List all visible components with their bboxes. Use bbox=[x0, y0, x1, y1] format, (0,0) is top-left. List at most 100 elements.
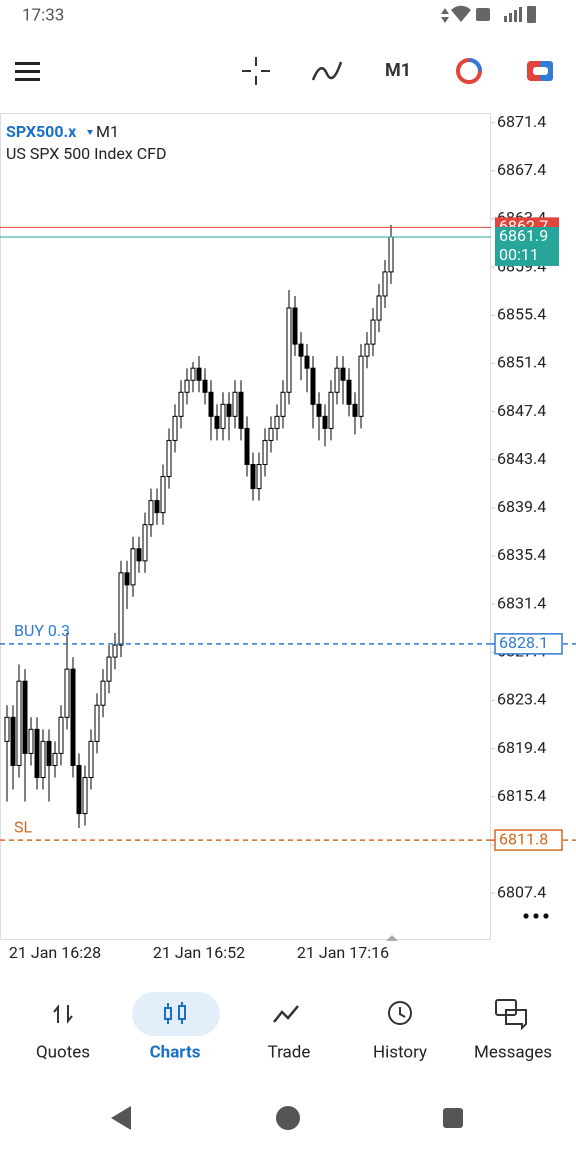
candle-body bbox=[340, 367, 346, 381]
candle-body bbox=[160, 476, 166, 514]
candle-body bbox=[58, 716, 64, 754]
candle-body bbox=[244, 427, 250, 466]
indicators-button[interactable] bbox=[311, 61, 343, 81]
nav-tab[interactable]: Messages bbox=[474, 1042, 552, 1062]
one-click-button[interactable] bbox=[527, 61, 553, 81]
candle-body bbox=[76, 764, 82, 815]
candle-body bbox=[112, 644, 118, 658]
candle-body bbox=[364, 343, 370, 357]
y-tick-label: 6847.4 bbox=[497, 401, 546, 420]
x-tick-label: 21 Jan 16:28 bbox=[9, 943, 101, 962]
candle-body bbox=[94, 704, 100, 742]
candle-body bbox=[142, 524, 148, 562]
y-tick-label: 6843.4 bbox=[497, 449, 546, 468]
y-tick-label: 6839.4 bbox=[497, 497, 546, 516]
candle-body bbox=[370, 319, 376, 345]
quotes-icon bbox=[53, 1004, 73, 1024]
symbol-dropdown[interactable] bbox=[87, 130, 93, 135]
countdown: 00:11 bbox=[499, 245, 539, 264]
y-tick-label: 6807.4 bbox=[497, 882, 546, 901]
candle-body bbox=[22, 680, 28, 754]
status-time: 17:33 bbox=[22, 5, 64, 25]
bid-price: 6861.9 bbox=[499, 226, 548, 245]
candle-body bbox=[118, 572, 124, 646]
candle-body bbox=[64, 668, 70, 718]
candle-body bbox=[28, 728, 34, 754]
chart-timeframe: M1 bbox=[96, 122, 119, 141]
candle-body bbox=[178, 391, 184, 417]
home-button[interactable] bbox=[276, 1106, 300, 1130]
candle-body bbox=[88, 740, 94, 778]
candle-body bbox=[256, 464, 262, 490]
y-tick-label: 6871.4 bbox=[497, 112, 546, 131]
history-icon bbox=[388, 1001, 412, 1025]
candle-body bbox=[166, 439, 172, 478]
candle-body bbox=[184, 379, 190, 393]
candle-body bbox=[322, 415, 328, 429]
active-tab-highlight bbox=[132, 992, 220, 1036]
back-button[interactable] bbox=[111, 1106, 131, 1130]
menu-button[interactable] bbox=[15, 62, 40, 81]
candle-body bbox=[286, 307, 292, 393]
buy-label: BUY 0.3 bbox=[14, 621, 70, 640]
nav-tab[interactable]: History bbox=[373, 1042, 427, 1062]
candle-body bbox=[274, 415, 280, 429]
buy-price-box bbox=[494, 633, 563, 655]
y-tick-label: 6867.4 bbox=[497, 160, 546, 179]
candle-body bbox=[358, 355, 364, 417]
nav-tab[interactable]: Quotes bbox=[36, 1042, 90, 1062]
candle-body bbox=[346, 379, 352, 405]
candle-body bbox=[250, 464, 256, 490]
y-tick-label: 6831.4 bbox=[497, 593, 546, 612]
sl-label: SL bbox=[14, 817, 33, 836]
candle-body bbox=[232, 391, 238, 417]
candle-body bbox=[220, 403, 226, 429]
y-tick-label: 6819.4 bbox=[497, 738, 546, 757]
candle-body bbox=[130, 548, 136, 586]
candle-body bbox=[352, 403, 358, 417]
candle-body bbox=[328, 391, 334, 429]
trade-cycle-button[interactable] bbox=[456, 58, 482, 84]
candle-body bbox=[208, 391, 214, 417]
nav-tab[interactable]: Charts bbox=[150, 1042, 201, 1062]
candle-body bbox=[16, 680, 22, 766]
more-button[interactable] bbox=[523, 913, 549, 919]
candle-body bbox=[82, 776, 88, 815]
candle-body bbox=[46, 740, 52, 766]
recents-button[interactable] bbox=[443, 1108, 463, 1128]
candle-body bbox=[136, 548, 142, 562]
candle-body bbox=[262, 439, 268, 466]
candle-body bbox=[52, 752, 58, 766]
candle-body bbox=[382, 271, 388, 297]
nav-tab[interactable]: Trade bbox=[268, 1042, 311, 1062]
candle-body bbox=[106, 656, 112, 682]
messages-icon bbox=[495, 999, 527, 1031]
candle-body bbox=[34, 728, 40, 778]
candle-body bbox=[226, 403, 232, 417]
sl-price: 6811.8 bbox=[499, 829, 548, 848]
y-tick-label: 6823.4 bbox=[497, 690, 546, 709]
candle-body bbox=[190, 367, 196, 381]
symbol-description: US SPX 500 Index CFD bbox=[6, 144, 167, 163]
crosshair-button[interactable] bbox=[242, 57, 270, 85]
candle-body bbox=[376, 295, 382, 321]
x-tick-label: 21 Jan 16:52 bbox=[153, 943, 245, 962]
candle-body bbox=[268, 427, 274, 441]
y-tick-label: 6855.4 bbox=[497, 304, 546, 323]
candle-body bbox=[388, 236, 394, 273]
candle-body bbox=[40, 740, 46, 778]
candle-body bbox=[334, 367, 340, 393]
scroll-marker bbox=[386, 935, 398, 941]
chart-frame bbox=[0, 113, 491, 940]
candle-body bbox=[238, 391, 244, 429]
chart: 6871.46867.46863.46859.46855.46851.46847… bbox=[0, 112, 576, 962]
candle-body bbox=[298, 343, 304, 357]
timeframe-button[interactable]: M1 bbox=[385, 60, 411, 81]
candle-body bbox=[124, 572, 130, 586]
symbol[interactable]: SPX500.x bbox=[6, 122, 77, 141]
candle-body bbox=[172, 415, 178, 441]
candle-body bbox=[10, 716, 16, 766]
candle-body bbox=[310, 367, 316, 405]
